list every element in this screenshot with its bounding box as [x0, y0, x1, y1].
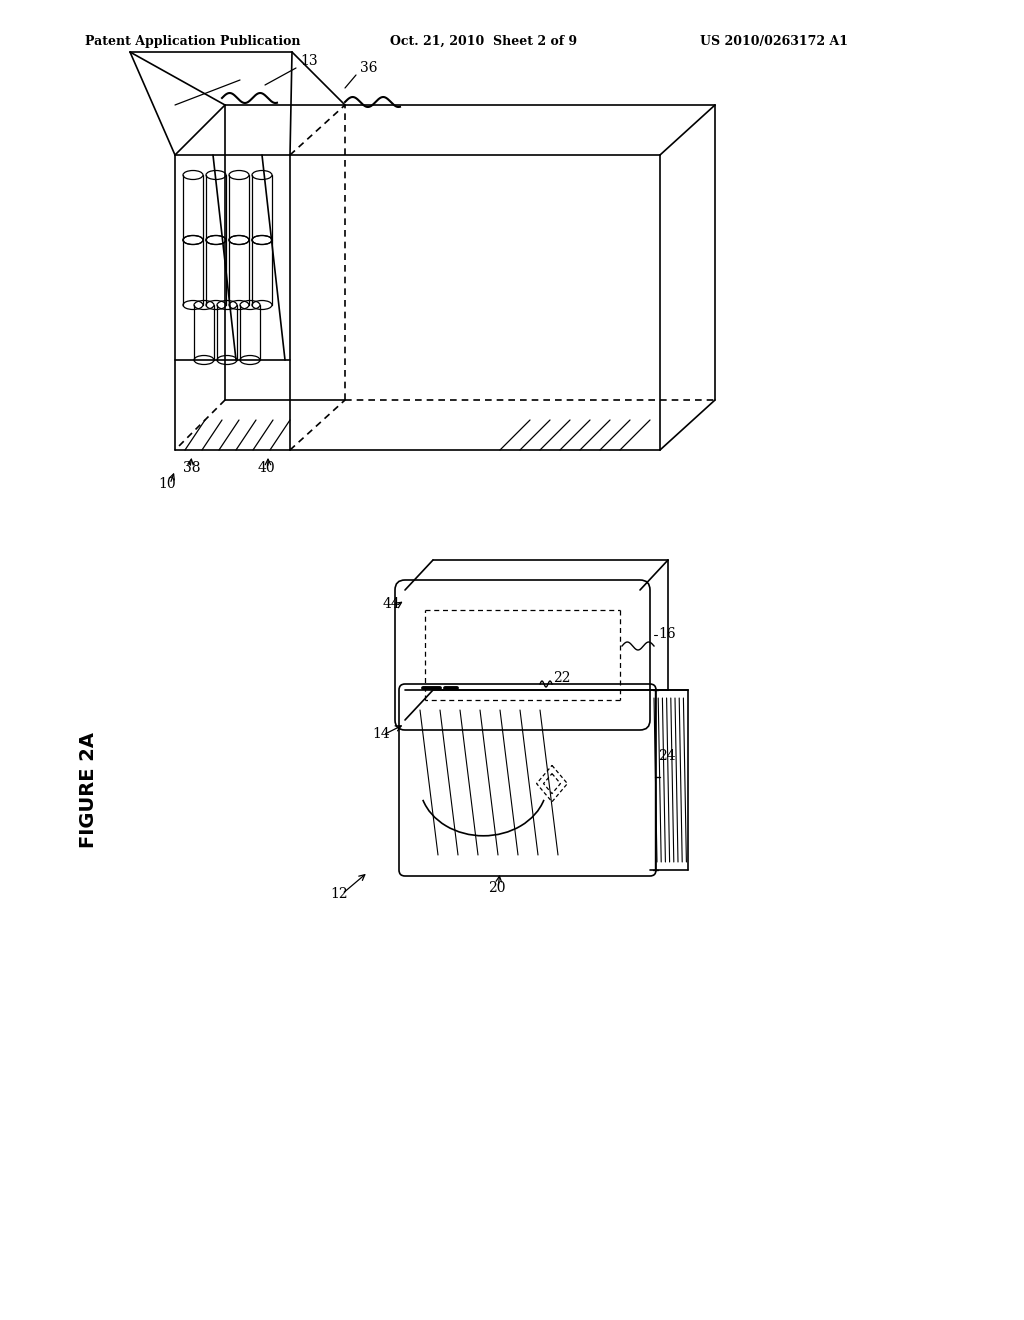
- Text: Patent Application Publication: Patent Application Publication: [85, 36, 300, 48]
- Text: 12: 12: [330, 887, 347, 902]
- Text: FIGURE 2A: FIGURE 2A: [79, 733, 97, 847]
- Text: 22: 22: [553, 671, 570, 685]
- Text: 16: 16: [658, 627, 676, 642]
- Text: Oct. 21, 2010  Sheet 2 of 9: Oct. 21, 2010 Sheet 2 of 9: [390, 36, 578, 48]
- Text: 24: 24: [658, 748, 676, 763]
- Text: 44: 44: [383, 597, 400, 611]
- Text: 14: 14: [372, 727, 390, 741]
- Text: 38: 38: [183, 461, 201, 475]
- Text: 10: 10: [158, 477, 176, 491]
- Text: 20: 20: [488, 880, 506, 895]
- Text: 36: 36: [360, 61, 378, 75]
- Text: 40: 40: [258, 461, 275, 475]
- Text: 13: 13: [300, 54, 317, 69]
- Text: US 2010/0263172 A1: US 2010/0263172 A1: [700, 36, 848, 48]
